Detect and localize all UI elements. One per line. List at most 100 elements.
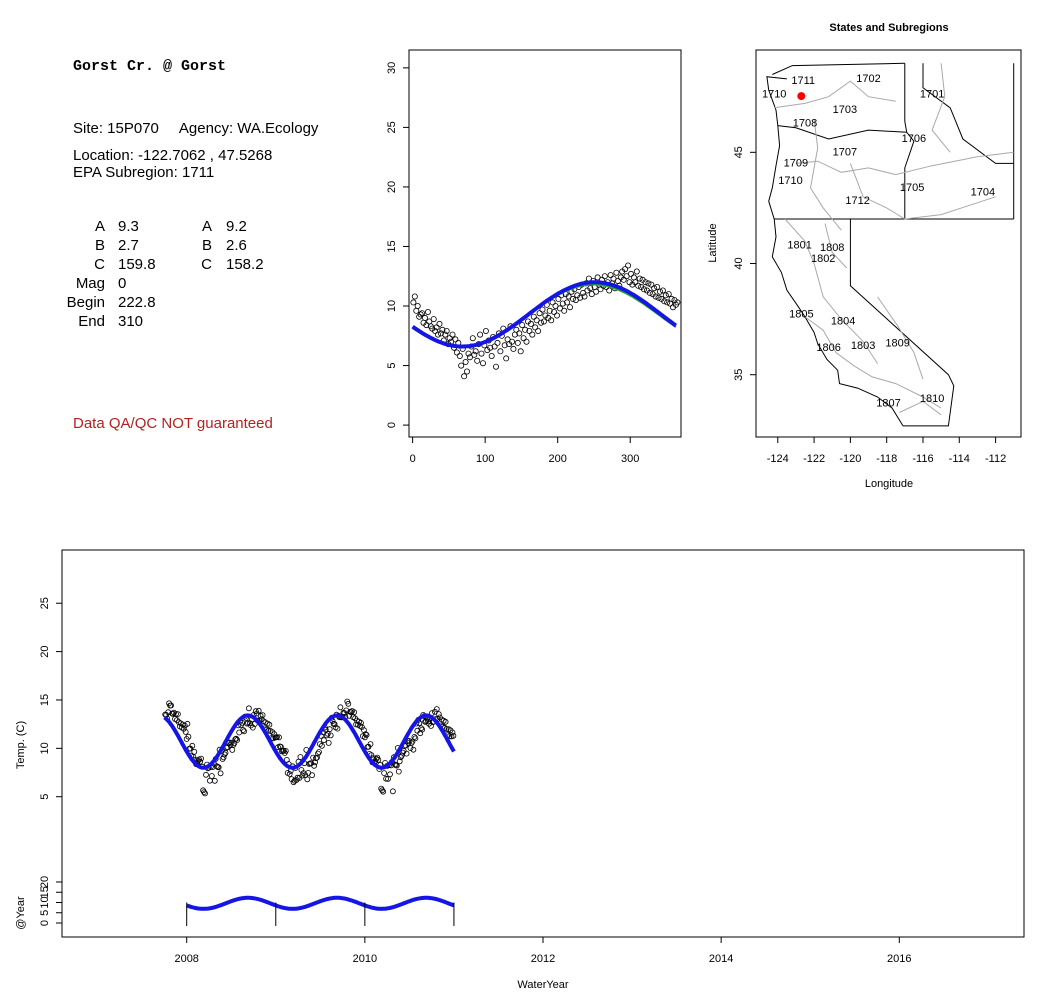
region-label: 1708 xyxy=(793,117,817,129)
param-value: 0 xyxy=(118,275,126,292)
params-left: A 9.3 B 2.7 C 159.8 Mag 0 Begin 222.8 En… xyxy=(67,218,156,330)
y-tick-label: 20 xyxy=(39,645,51,657)
ts-year-panel xyxy=(185,895,455,926)
y-tick-label: 10 xyxy=(386,300,398,312)
data-point xyxy=(313,755,319,762)
doy-points xyxy=(410,262,681,380)
data-point xyxy=(198,755,205,762)
x-tick-label: 200 xyxy=(549,453,567,465)
data-point xyxy=(274,734,280,740)
data-point xyxy=(477,331,484,338)
region-label: 1704 xyxy=(971,186,995,198)
data-point xyxy=(501,342,508,349)
data-point xyxy=(424,308,431,315)
data-point xyxy=(314,754,320,761)
data-point xyxy=(310,754,317,761)
state-boundary xyxy=(904,63,915,219)
data-point xyxy=(184,720,191,727)
param-value: 310 xyxy=(118,313,143,330)
data-point xyxy=(419,310,426,317)
param-label: Mag xyxy=(76,275,105,292)
doy-y-axis: 0 5 10 15 20 25 30 xyxy=(386,62,409,428)
param-label: A xyxy=(202,218,212,235)
x-tick-label: 100 xyxy=(476,453,494,465)
data-point xyxy=(516,330,523,337)
data-point xyxy=(607,272,614,279)
data-point xyxy=(398,752,405,759)
ts-plot-frame xyxy=(61,549,1025,938)
data-point xyxy=(410,299,417,306)
data-point xyxy=(389,788,396,795)
data-point xyxy=(630,274,637,281)
data-point xyxy=(375,757,382,763)
data-point xyxy=(659,287,666,294)
y2-tick-label: 5 xyxy=(39,910,51,916)
data-point xyxy=(202,790,208,797)
data-point xyxy=(613,269,620,276)
data-point xyxy=(520,335,527,342)
data-point xyxy=(452,336,459,343)
data-point xyxy=(326,726,333,733)
subregion-boundary xyxy=(774,80,896,109)
data-point xyxy=(203,771,209,778)
region-label: 1712 xyxy=(845,195,869,207)
x-tick-label: -114 xyxy=(949,453,970,465)
subregion-boundary xyxy=(824,223,848,269)
data-point xyxy=(217,770,224,777)
data-point xyxy=(554,312,561,319)
data-point xyxy=(625,262,632,269)
y2-tick-label: 10 xyxy=(39,896,51,908)
data-point xyxy=(551,308,558,315)
ts-x-label: WaterYear xyxy=(517,979,568,991)
data-point xyxy=(519,322,526,329)
data-point xyxy=(399,749,406,756)
data-point xyxy=(318,742,325,749)
data-point xyxy=(221,751,228,758)
data-point xyxy=(229,747,236,753)
x-tick-label: 2010 xyxy=(353,953,377,965)
data-point xyxy=(180,725,187,732)
param-label: End xyxy=(78,313,105,330)
data-point xyxy=(657,288,664,295)
x-tick-label: -116 xyxy=(912,453,933,465)
data-point xyxy=(379,787,386,794)
subregion-boundary xyxy=(931,63,951,153)
doy-chart: 0 100 200 300 0 5 10 15 20 25 30 xyxy=(386,49,682,465)
data-point xyxy=(433,706,440,712)
x-tick-label: -120 xyxy=(839,453,861,465)
region-label: 1804 xyxy=(831,315,855,327)
data-point xyxy=(411,293,418,300)
data-point xyxy=(620,276,627,283)
y-tick-label: 35 xyxy=(733,369,745,381)
data-point xyxy=(396,758,403,765)
data-point xyxy=(383,775,390,782)
subregion-boundary xyxy=(877,296,924,380)
data-point xyxy=(536,310,543,317)
year-fit-line xyxy=(185,895,455,911)
data-point xyxy=(446,335,453,342)
data-point xyxy=(393,762,400,769)
data-point xyxy=(601,273,608,280)
data-point xyxy=(662,292,669,299)
data-point xyxy=(488,352,495,359)
data-point xyxy=(646,289,653,296)
data-point xyxy=(282,748,289,754)
map-plot-frame xyxy=(755,49,1022,438)
data-point xyxy=(439,326,446,333)
data-point xyxy=(564,299,571,306)
data-point xyxy=(497,348,504,355)
param-label: Begin xyxy=(67,294,105,311)
subregion-boundary xyxy=(849,163,996,220)
data-point xyxy=(443,327,450,334)
param-value: 9.2 xyxy=(226,218,247,235)
location-line: Location: -122.7062 , 47.5268 xyxy=(73,147,272,164)
region-label: 1707 xyxy=(833,146,857,158)
data-point xyxy=(211,777,218,784)
data-point xyxy=(522,326,529,333)
data-point xyxy=(417,311,424,318)
y2-tick-label: 20 xyxy=(39,876,51,888)
data-point xyxy=(312,759,319,766)
region-label: 1807 xyxy=(876,398,900,410)
data-point xyxy=(514,339,521,346)
data-point xyxy=(654,283,661,290)
